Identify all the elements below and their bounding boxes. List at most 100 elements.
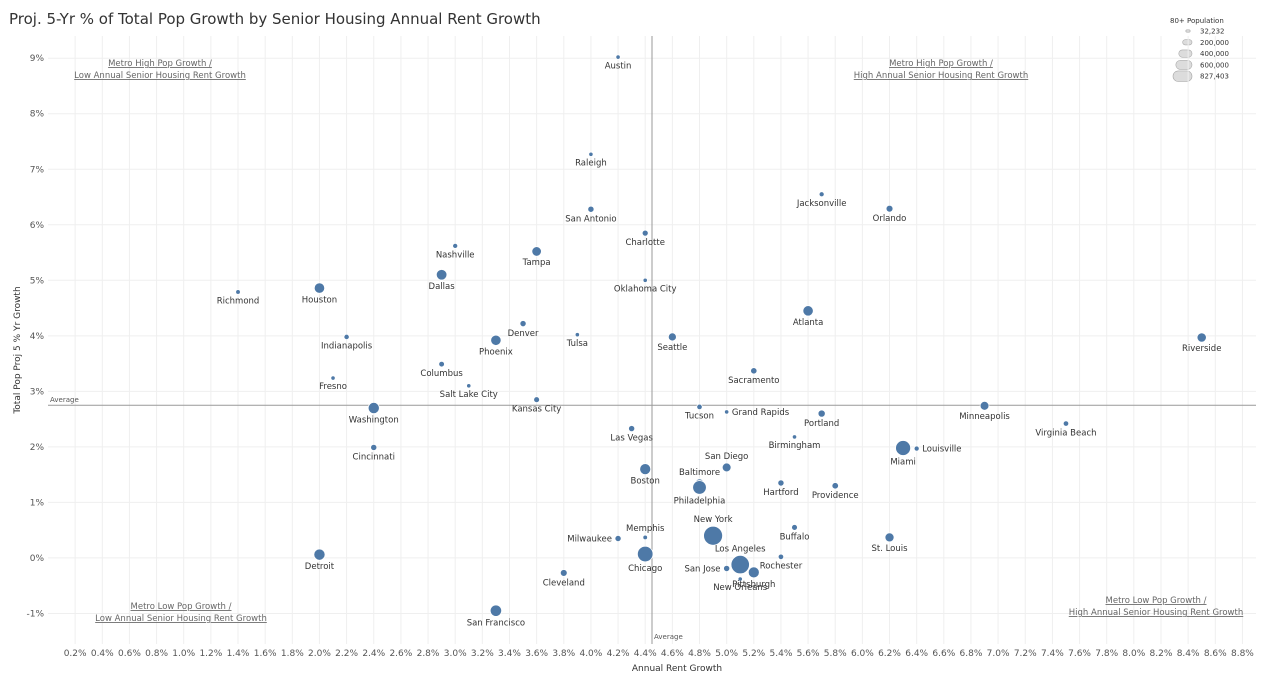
point-tulsa[interactable] — [574, 332, 580, 338]
x-tick-label: 7.8% — [1095, 649, 1118, 659]
y-tick-label: 1% — [30, 498, 45, 508]
point-label: Raleigh — [575, 158, 607, 168]
point-cleveland[interactable] — [559, 569, 568, 577]
point-label: Portland — [804, 419, 839, 429]
x-tick-label: 4.4% — [634, 649, 657, 659]
point-minneapolis[interactable] — [979, 400, 990, 411]
point-boston[interactable] — [639, 463, 652, 476]
point-fresno[interactable] — [330, 375, 336, 381]
point-label: San Francisco — [467, 618, 525, 628]
point-st-louis[interactable] — [884, 532, 895, 543]
point-atlanta[interactable] — [802, 305, 814, 317]
x-tick-label: 8.0% — [1122, 649, 1145, 659]
point-label: San Antonio — [565, 214, 616, 224]
point-seattle[interactable] — [667, 332, 677, 342]
x-tick-label: 7.2% — [1014, 649, 1037, 659]
point-dallas[interactable] — [435, 269, 448, 281]
point-milwaukee[interactable] — [614, 534, 622, 543]
point-riverside[interactable] — [1196, 332, 1207, 343]
point-label: St. Louis — [871, 544, 908, 554]
point-tampa[interactable] — [531, 246, 542, 257]
point-columbus[interactable] — [438, 360, 445, 368]
x-tick-label: 6.8% — [960, 649, 983, 659]
x-tick-label: 3.0% — [444, 649, 467, 659]
point-louisville[interactable] — [913, 445, 920, 452]
point-new-york[interactable] — [703, 525, 723, 546]
point-richmond[interactable] — [235, 289, 241, 295]
x-tick-label: 8.2% — [1150, 649, 1173, 659]
point-salt-lake-city[interactable] — [466, 383, 472, 389]
x-tick-label: 3.6% — [525, 649, 548, 659]
point-pittsburgh[interactable] — [747, 566, 760, 579]
x-tick-label: 5.8% — [824, 649, 847, 659]
point-philadelphia[interactable] — [692, 480, 707, 495]
point-label: Providence — [812, 491, 859, 501]
point-chicago[interactable] — [636, 545, 654, 563]
point-label: Rochester — [760, 562, 803, 572]
point-cincinnati[interactable] — [370, 443, 378, 451]
point-label: Charlotte — [625, 238, 664, 248]
point-san-francisco[interactable] — [489, 604, 503, 617]
point-label: Seattle — [657, 343, 687, 353]
point-label: New York — [694, 515, 733, 525]
point-birmingham[interactable] — [791, 434, 798, 440]
quadrant-label-line1: Metro Low Pop Growth / — [131, 602, 232, 612]
point-detroit[interactable] — [313, 548, 326, 561]
x-tick-label: 4.2% — [607, 649, 630, 659]
x-tick-label: 6.2% — [878, 649, 901, 659]
quadrant-label-top-left: Metro High Pop Growth / Low Annual Senior… — [74, 59, 246, 81]
point-label: Oklahoma City — [614, 285, 677, 295]
point-label: Grand Rapids — [732, 408, 790, 418]
point-houston[interactable] — [313, 282, 326, 294]
point-buffalo[interactable] — [791, 524, 798, 531]
point-charlotte[interactable] — [641, 229, 649, 237]
point-orlando[interactable] — [885, 204, 894, 213]
point-label: Fresno — [319, 382, 347, 392]
point-rochester[interactable] — [777, 553, 785, 560]
point-denver[interactable] — [519, 320, 527, 328]
point-miami[interactable] — [895, 440, 912, 456]
point-memphis[interactable] — [642, 534, 648, 541]
point-label: Louisville — [922, 445, 961, 455]
x-tick-label: 4.6% — [661, 649, 684, 659]
point-providence[interactable] — [831, 482, 839, 490]
point-phoenix[interactable] — [490, 334, 502, 346]
point-san-jose[interactable] — [723, 564, 731, 573]
point-austin[interactable] — [615, 54, 621, 60]
quadrant-label-line2: High Annual Senior Housing Rent Growth — [854, 71, 1028, 81]
point-oklahoma-city[interactable] — [642, 277, 648, 283]
point-nashville[interactable] — [452, 242, 459, 249]
point-raleigh[interactable] — [588, 151, 594, 157]
legend-swatch — [1185, 29, 1191, 33]
point-label: Jacksonville — [796, 199, 847, 209]
point-indianapolis[interactable] — [343, 333, 350, 341]
point-sacramento[interactable] — [750, 367, 758, 375]
x-tick-label: 8.6% — [1204, 649, 1227, 659]
point-virginia-beach[interactable] — [1062, 420, 1070, 427]
average-reference-lines: Average Average — [48, 36, 1256, 644]
point-las-vegas[interactable] — [628, 425, 636, 433]
point-portland[interactable] — [817, 409, 826, 418]
point-kansas-city[interactable] — [533, 396, 540, 404]
point-label: Boston — [631, 477, 660, 487]
point-tucson[interactable] — [696, 403, 703, 411]
x-tick-label: 2.4% — [362, 649, 385, 659]
y-tick-label: 3% — [30, 387, 45, 397]
legend-entry-label: 600,000 — [1200, 61, 1229, 69]
point-label: New Orleans — [713, 583, 768, 593]
point-label: Hartford — [763, 488, 798, 498]
y-axis-title: Total Pop Proj 5 % Yr Growth — [13, 286, 23, 414]
quadrant-label-line2: High Annual Senior Housing Rent Growth — [1069, 608, 1243, 618]
data-points — [235, 54, 1207, 617]
point-new-orleans[interactable] — [737, 576, 743, 582]
point-hartford[interactable] — [777, 479, 785, 487]
point-san-diego[interactable] — [721, 462, 732, 473]
point-label: Detroit — [305, 562, 335, 572]
point-san-antonio[interactable] — [587, 205, 595, 213]
point-label: Phoenix — [479, 347, 513, 357]
x-tick-label: 5.4% — [770, 649, 793, 659]
point-jacksonville[interactable] — [818, 191, 825, 198]
point-grand-rapids[interactable] — [724, 409, 730, 415]
point-washington[interactable] — [367, 401, 380, 415]
point-los-angeles[interactable] — [730, 554, 750, 575]
